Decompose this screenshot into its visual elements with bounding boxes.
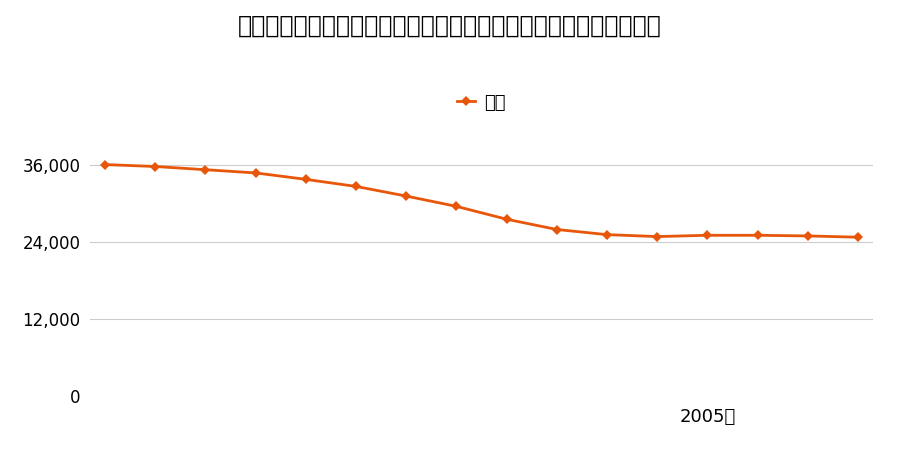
価格 xyxy=(752,233,763,238)
Text: 岐阜県安八郡輪之内町中郷新田字八反田４１９番外４筆の地価推移: 岐阜県安八郡輪之内町中郷新田字八反田４１９番外４筆の地価推移 xyxy=(238,14,662,37)
価格 xyxy=(200,167,211,172)
価格 xyxy=(501,216,512,222)
価格 xyxy=(150,164,161,169)
価格 xyxy=(852,234,863,240)
価格 xyxy=(652,234,662,239)
価格 xyxy=(552,227,562,232)
Legend: 価格: 価格 xyxy=(450,86,513,119)
価格 xyxy=(250,170,261,176)
Line: 価格: 価格 xyxy=(102,161,861,241)
価格 xyxy=(400,194,411,199)
価格 xyxy=(451,204,462,209)
価格 xyxy=(351,184,362,189)
価格 xyxy=(301,177,311,182)
価格 xyxy=(601,232,612,237)
価格 xyxy=(100,162,111,167)
価格 xyxy=(702,233,713,238)
価格 xyxy=(803,233,814,238)
